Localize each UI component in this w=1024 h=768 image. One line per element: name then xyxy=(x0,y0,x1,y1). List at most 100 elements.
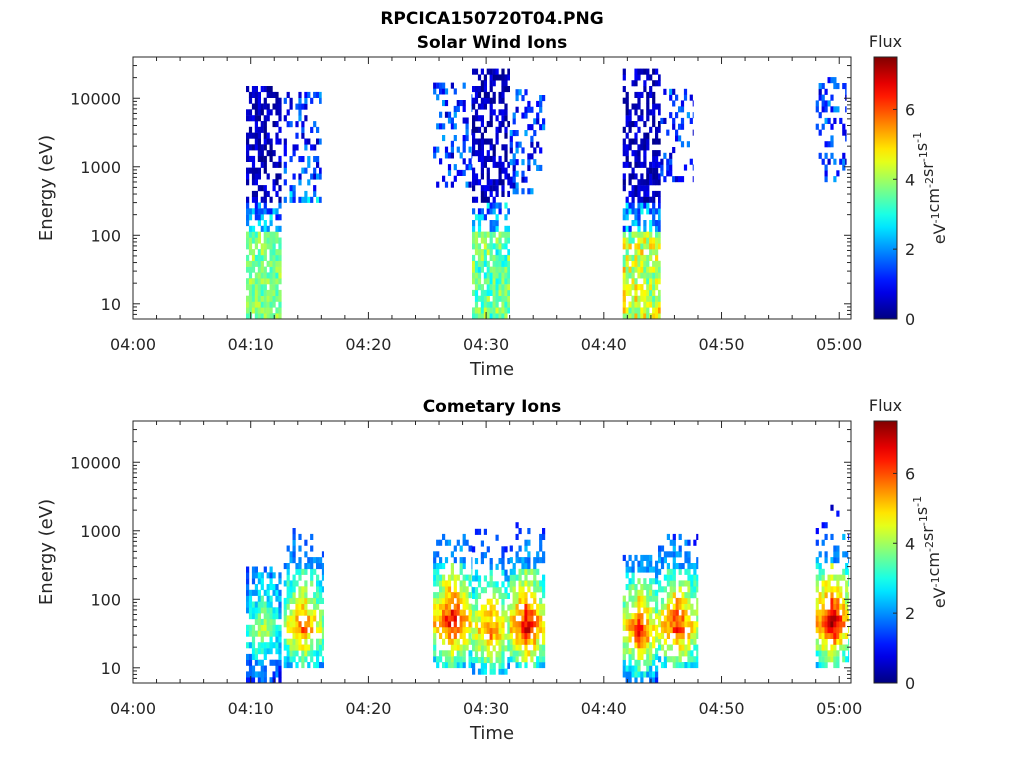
heatmap-cell xyxy=(690,592,694,599)
heatmap-cell xyxy=(278,185,282,192)
heatmap-cell xyxy=(660,586,665,593)
heatmap-cell xyxy=(696,580,699,587)
heatmap-cell xyxy=(495,179,499,186)
heatmap-cell xyxy=(539,533,543,540)
heatmap-cell xyxy=(483,214,487,221)
heatmap-cell xyxy=(495,278,499,285)
heatmap-cell xyxy=(836,656,840,663)
heatmap-cell xyxy=(301,592,305,599)
heatmap-cell xyxy=(827,580,831,587)
heatmap-cell xyxy=(524,563,528,570)
heatmap-cell xyxy=(304,580,308,587)
heatmap-cell xyxy=(471,650,473,657)
heatmap-cell xyxy=(260,260,264,267)
heatmap-cell xyxy=(278,653,282,660)
heatmap-cell xyxy=(492,179,496,186)
heatmap-cell xyxy=(263,208,267,215)
heatmap-cell xyxy=(504,150,508,157)
heatmap-cell xyxy=(628,618,632,625)
heatmap-cell xyxy=(304,627,308,634)
heatmap-cell xyxy=(456,105,460,112)
heatmap-cell xyxy=(471,568,473,575)
heatmap-cell xyxy=(634,80,638,87)
heatmap-cell xyxy=(260,595,264,602)
heatmap-cell xyxy=(289,551,293,558)
heatmap-cell xyxy=(652,624,656,631)
heatmap-cell xyxy=(658,557,662,564)
heatmap-cell xyxy=(509,159,513,166)
heatmap-cell xyxy=(489,202,493,209)
heatmap-cell xyxy=(678,135,682,142)
heatmap-cell xyxy=(518,568,522,575)
heatmap-cell xyxy=(275,584,279,591)
heatmap-cell xyxy=(444,656,449,663)
heatmap-cell xyxy=(524,627,528,634)
heatmap-cell xyxy=(818,83,822,90)
heatmap-cell xyxy=(507,272,510,279)
heatmap-cell xyxy=(254,190,258,197)
y-tick-label: 10 xyxy=(101,659,121,678)
heatmap-cell xyxy=(501,179,505,186)
heatmap-cell xyxy=(498,167,502,174)
heatmap-cell xyxy=(254,126,258,133)
heatmap-cell xyxy=(251,266,256,273)
heatmap-cell xyxy=(257,97,261,104)
heatmap-cell xyxy=(260,86,264,93)
heatmap-cell xyxy=(675,621,679,628)
heatmap-cell xyxy=(512,586,516,593)
heatmap-cell xyxy=(319,627,323,634)
heatmap-cell xyxy=(498,587,502,594)
heatmap-cell xyxy=(310,621,314,628)
heatmap-cell xyxy=(622,653,626,660)
heatmap-cell xyxy=(266,231,270,238)
heatmap-cell xyxy=(489,662,493,669)
heatmap-cell xyxy=(625,307,629,314)
heatmap-cell xyxy=(304,115,308,122)
heatmap-cell xyxy=(818,88,822,95)
heatmap-cell xyxy=(486,185,490,192)
heatmap-cell xyxy=(652,659,656,666)
heatmap-cell xyxy=(292,528,296,535)
heatmap-cell xyxy=(483,155,487,162)
heatmap-cell xyxy=(254,132,258,139)
heatmap-cell xyxy=(480,266,484,273)
heatmap-cell xyxy=(310,615,314,622)
heatmap-cell xyxy=(439,574,443,581)
heatmap-cell xyxy=(498,109,502,116)
heatmap-cell xyxy=(251,161,256,168)
heatmap-cell xyxy=(301,126,305,133)
heatmap-cell xyxy=(539,597,543,604)
heatmap-cell xyxy=(507,86,510,93)
heatmap-cell xyxy=(687,557,691,564)
heatmap-cell xyxy=(480,237,484,244)
heatmap-cell xyxy=(480,604,484,611)
heatmap-cell xyxy=(515,170,519,177)
heatmap-cell xyxy=(542,580,546,587)
heatmap-cell xyxy=(839,603,843,610)
heatmap-cell xyxy=(536,568,540,575)
heatmap-cell xyxy=(658,179,661,186)
heatmap-cell xyxy=(507,581,510,588)
heatmap-cell xyxy=(492,633,496,640)
heatmap-cell xyxy=(263,97,267,104)
heatmap-cell xyxy=(655,653,659,660)
heatmap-cell xyxy=(433,627,437,634)
heatmap-cell xyxy=(696,627,699,634)
heatmap-cell xyxy=(669,644,673,651)
heatmap-cell xyxy=(272,103,276,110)
heatmap-cell xyxy=(628,173,632,180)
heatmap-cell xyxy=(646,202,650,209)
heatmap-cell xyxy=(456,603,460,610)
heatmap-cell xyxy=(655,301,659,308)
heatmap-cell xyxy=(646,607,650,614)
heatmap-cell xyxy=(637,624,641,631)
heatmap-cell xyxy=(248,249,253,256)
heatmap-cell xyxy=(269,91,273,98)
heatmap-cell xyxy=(655,677,659,684)
heatmap-cell xyxy=(289,103,293,110)
heatmap-cell xyxy=(251,295,256,302)
heatmap-cell xyxy=(480,138,484,145)
heatmap-cell xyxy=(530,615,534,622)
heatmap-cell xyxy=(498,657,502,664)
